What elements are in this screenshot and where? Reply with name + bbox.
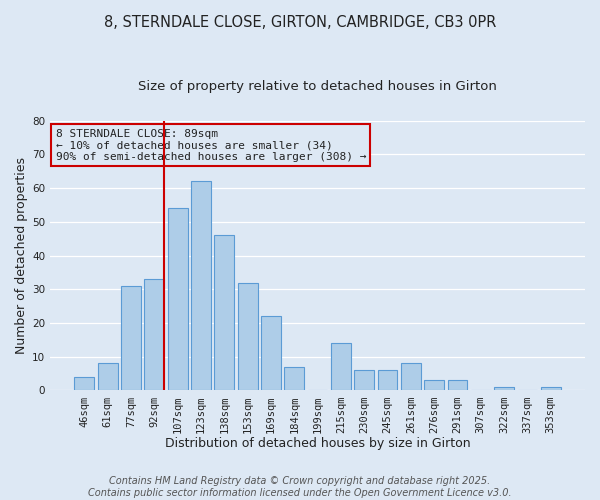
Bar xyxy=(377,370,397,390)
Bar xyxy=(284,367,304,390)
Bar xyxy=(238,282,257,391)
X-axis label: Distribution of detached houses by size in Girton: Distribution of detached houses by size … xyxy=(165,437,470,450)
Text: Contains HM Land Registry data © Crown copyright and database right 2025.
Contai: Contains HM Land Registry data © Crown c… xyxy=(88,476,512,498)
Bar xyxy=(448,380,467,390)
Bar xyxy=(98,364,118,390)
Bar xyxy=(74,377,94,390)
Bar xyxy=(191,182,211,390)
Title: Size of property relative to detached houses in Girton: Size of property relative to detached ho… xyxy=(138,80,497,93)
Bar xyxy=(121,286,141,391)
Bar xyxy=(424,380,444,390)
Bar xyxy=(494,387,514,390)
Bar xyxy=(331,343,351,390)
Bar xyxy=(214,236,234,390)
Text: 8, STERNDALE CLOSE, GIRTON, CAMBRIDGE, CB3 0PR: 8, STERNDALE CLOSE, GIRTON, CAMBRIDGE, C… xyxy=(104,15,496,30)
Bar xyxy=(355,370,374,390)
Bar xyxy=(261,316,281,390)
Bar xyxy=(401,364,421,390)
Bar xyxy=(145,279,164,390)
Bar xyxy=(541,387,560,390)
Text: 8 STERNDALE CLOSE: 89sqm
← 10% of detached houses are smaller (34)
90% of semi-d: 8 STERNDALE CLOSE: 89sqm ← 10% of detach… xyxy=(56,128,366,162)
Bar xyxy=(168,208,188,390)
Y-axis label: Number of detached properties: Number of detached properties xyxy=(15,157,28,354)
